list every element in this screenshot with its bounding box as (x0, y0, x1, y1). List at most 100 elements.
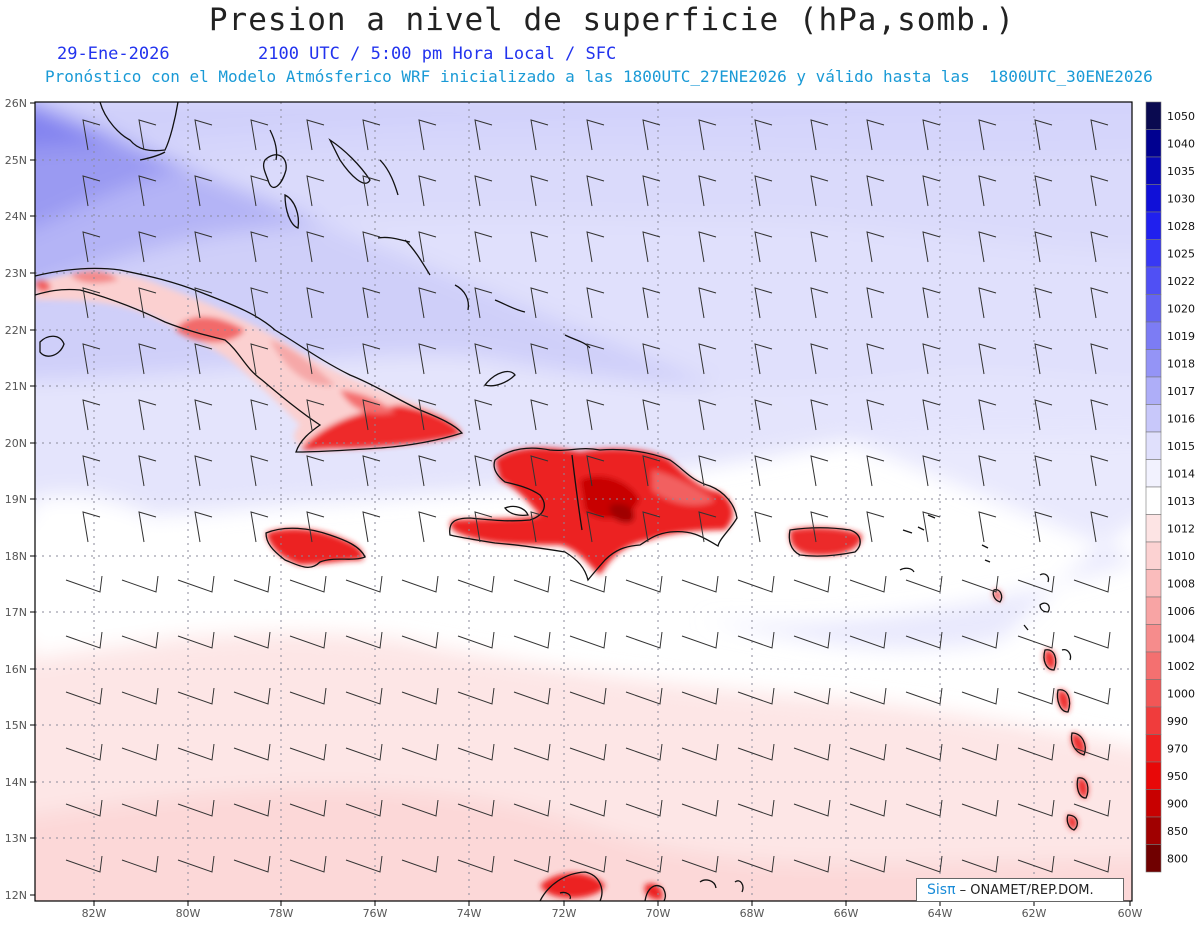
lat-label: 13N (5, 832, 27, 845)
colorbar-swatch (1145, 184, 1162, 213)
wind-barb (698, 511, 717, 543)
wind-barb (345, 575, 383, 593)
lon-label: 64W (928, 907, 953, 920)
wind-barb (698, 231, 717, 263)
wind-barb (810, 455, 829, 487)
wind-barb (306, 287, 325, 319)
lon-label: 72W (552, 907, 577, 920)
wind-barb (194, 399, 213, 431)
wind-barb (586, 343, 605, 375)
wind-barb (233, 855, 271, 873)
wind-barb (1090, 343, 1109, 375)
wind-barb (905, 575, 943, 593)
wind-barb (121, 575, 159, 593)
wind-barb (642, 119, 661, 151)
wind-barb (754, 511, 773, 543)
wind-barb (866, 399, 885, 431)
wind-barb (681, 575, 719, 593)
wind-barb (586, 175, 605, 207)
wind-barb (530, 455, 549, 487)
lat-label: 14N (5, 776, 27, 789)
wind-barb (978, 511, 997, 543)
wind-barb (138, 399, 157, 431)
model-info: Pronóstico con el Modelo Atmósferico WRF… (45, 67, 1153, 86)
lon-label: 80W (176, 907, 201, 920)
wind-barb (250, 455, 269, 487)
wind-barb (1090, 231, 1109, 263)
colorbar-swatch (1145, 789, 1162, 818)
wind-barb (681, 799, 719, 817)
wind-barb (866, 175, 885, 207)
lon-label: 68W (740, 907, 765, 920)
wind-barb (793, 799, 831, 817)
colorbar-label: 1008 (1167, 577, 1195, 590)
lat-labels: 26N 25N 24N 23N 22N 21N 20N 19N 18N 17N … (5, 97, 27, 902)
wind-barb (810, 231, 829, 263)
wind-barb (177, 743, 215, 761)
wind-barb (138, 231, 157, 263)
wind-barb (642, 231, 661, 263)
wind-barb (530, 343, 549, 375)
wind-barb (754, 231, 773, 263)
wind-barb (1017, 855, 1055, 873)
wind-barb (642, 343, 661, 375)
wind-barb (306, 455, 325, 487)
wind-barb (810, 119, 829, 151)
wind-barb (642, 399, 661, 431)
wind-barb (849, 799, 887, 817)
wind-barb (65, 575, 103, 593)
wind-barb (642, 287, 661, 319)
colorbar-label: 1002 (1167, 660, 1195, 673)
wind-barb (922, 399, 941, 431)
wind-barb (362, 455, 381, 487)
wind-barb (362, 119, 381, 151)
colorbar-label: 1004 (1167, 632, 1195, 645)
wind-barb (65, 687, 103, 705)
wind-barb (905, 855, 943, 873)
valid-time: 2100 UTC / 5:00 pm Hora Local / SFC (258, 44, 617, 64)
wind-barb (418, 511, 437, 543)
wind-barb (418, 455, 437, 487)
wind-barb (121, 743, 159, 761)
colorbar-swatch (1145, 349, 1162, 378)
wind-barb (138, 175, 157, 207)
lon-label: 66W (834, 907, 859, 920)
colorbar-swatch (1145, 569, 1162, 598)
wind-barb (922, 287, 941, 319)
wind-barb (345, 799, 383, 817)
wind-barb (82, 343, 101, 375)
wind-barb (289, 687, 327, 705)
wind-barb (362, 287, 381, 319)
lat-label: 21N (5, 380, 27, 393)
lon-label: 82W (82, 907, 107, 920)
wind-barb (177, 855, 215, 873)
wind-barb (82, 175, 101, 207)
lon-label: 70W (646, 907, 671, 920)
wind-barb (82, 511, 101, 543)
wind-barb (1034, 343, 1053, 375)
wind-barb (978, 343, 997, 375)
wind-barb (530, 511, 549, 543)
wind-barb (586, 287, 605, 319)
wind-barb (233, 575, 271, 593)
wind-barb (698, 287, 717, 319)
colorbar-swatch (1145, 734, 1162, 763)
colorbar-label: 850 (1167, 825, 1188, 838)
wind-barb (457, 799, 495, 817)
colorbar-swatch (1145, 376, 1162, 405)
wind-barb (737, 743, 775, 761)
wind-barb (138, 287, 157, 319)
wind-barb (698, 455, 717, 487)
colorbar-swatch (1145, 624, 1162, 653)
wind-barb (1090, 399, 1109, 431)
wind-barb (1017, 743, 1055, 761)
pressure-colorbar: 1050 1040 1035 1030 1028 1025 1022 1020 1019 1018… (1145, 101, 1195, 873)
wind-barb (401, 855, 439, 873)
wind-barb (474, 399, 493, 431)
wind-barb (698, 175, 717, 207)
wind-barb (121, 799, 159, 817)
wind-barb (1017, 575, 1055, 593)
colorbar-label: 1018 (1167, 357, 1195, 370)
wind-barb (922, 119, 941, 151)
colorbar-label: 1019 (1167, 330, 1195, 343)
